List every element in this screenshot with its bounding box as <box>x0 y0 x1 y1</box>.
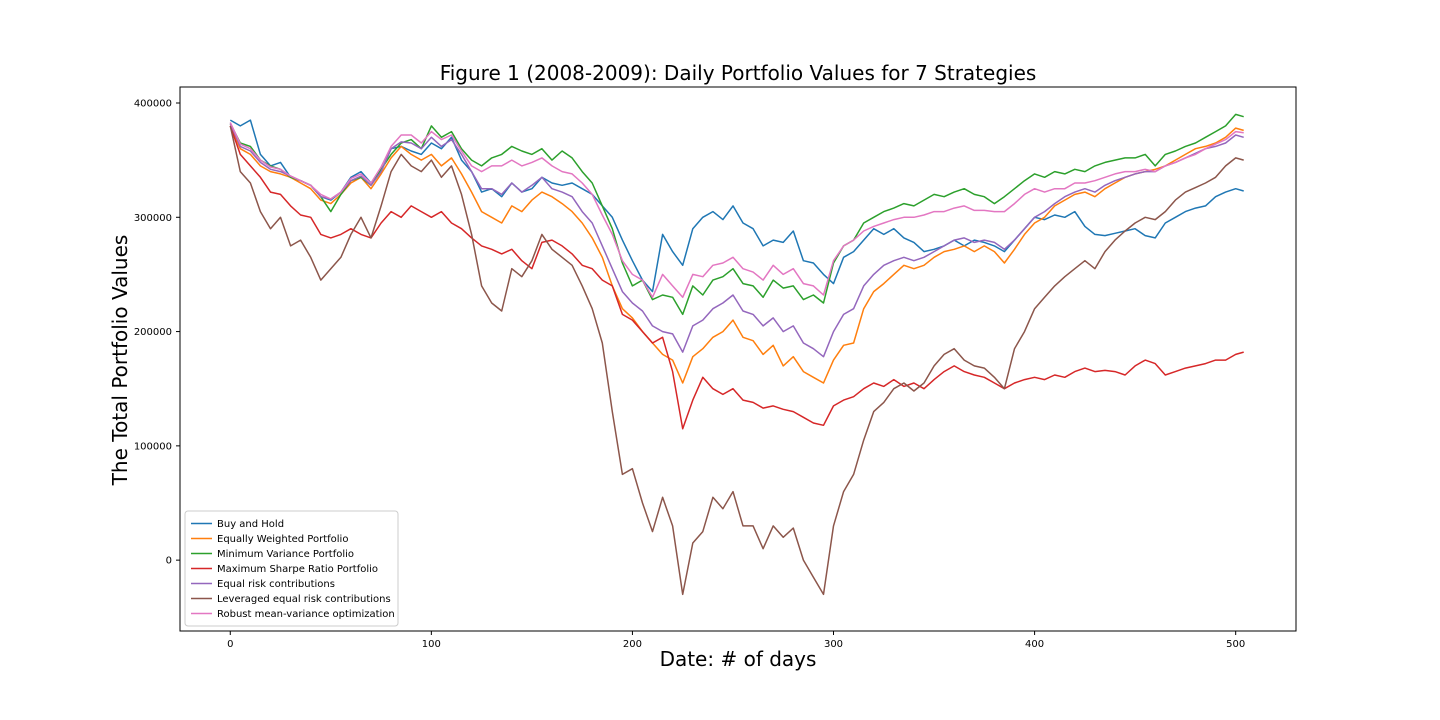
chart-title: Figure 1 (2008-2009): Daily Portfolio Va… <box>440 61 1037 85</box>
legend-entry: Equal risk contributions <box>217 579 335 590</box>
legend-entry: Leveraged equal risk contributions <box>217 594 391 605</box>
legend-entry: Buy and Hold <box>217 519 284 530</box>
legend-entry: Equally Weighted Portfolio <box>217 534 348 545</box>
series-line-1 <box>229 119 1244 293</box>
series-line-6 <box>229 125 1244 596</box>
series-line-7 <box>229 122 1244 299</box>
legend-entry: Minimum Variance Portfolio <box>217 549 354 560</box>
legend-entry: Robust mean-variance optimization <box>217 609 395 620</box>
x-tick-label: 300 <box>824 639 843 650</box>
series-line-4 <box>229 125 1244 430</box>
y-tick-label: 100000 <box>134 441 172 452</box>
legend-entry: Maximum Sharpe Ratio Portfolio <box>217 564 378 575</box>
series-line-2 <box>229 125 1244 384</box>
x-tick-label: 400 <box>1025 639 1044 650</box>
y-axis-label: The Total Portfolio Values <box>108 235 132 487</box>
legend: Buy and Hold Equally Weighted Portfolio Mi… <box>184 510 399 627</box>
y-axis: 0 100000 200000 300000 400000 <box>134 99 180 567</box>
x-tick-label: 500 <box>1226 639 1245 650</box>
x-tick-label: 0 <box>227 639 233 650</box>
y-tick-label: 200000 <box>134 327 172 338</box>
y-tick-label: 300000 <box>134 213 172 224</box>
x-tick-label: 100 <box>422 639 441 650</box>
series-line-3 <box>229 113 1244 316</box>
x-axis: 0 100 200 300 400 500 <box>227 631 1245 650</box>
x-axis-label: Date: # of days <box>660 647 817 671</box>
legend-box <box>184 510 399 627</box>
plot-frame <box>179 86 1297 632</box>
x-tick-label: 200 <box>623 639 642 650</box>
y-tick-label: 0 <box>166 556 172 567</box>
y-tick-label: 400000 <box>134 99 172 110</box>
plot-lines <box>229 113 1244 596</box>
series-line-5 <box>229 123 1244 358</box>
